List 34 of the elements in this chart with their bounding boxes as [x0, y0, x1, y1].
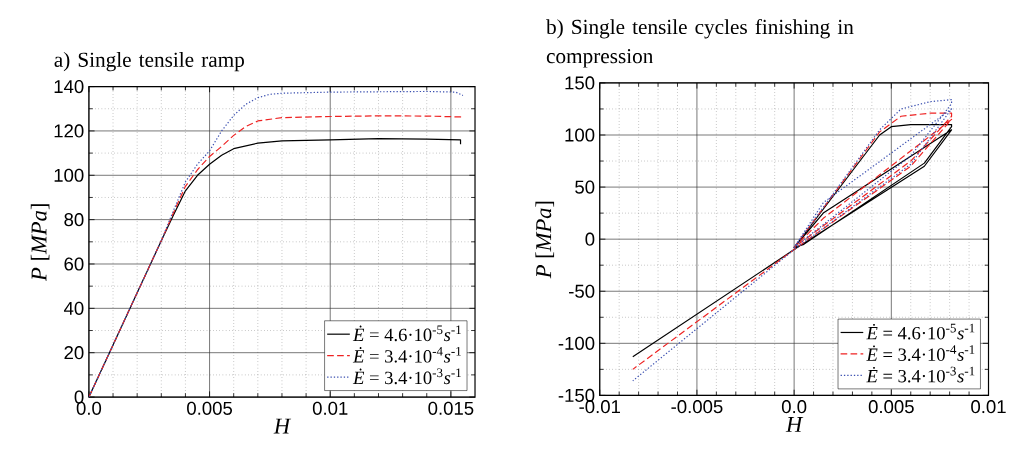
y-tick-label: -150	[558, 388, 595, 403]
x-tick-label: 0.005	[187, 401, 233, 416]
legend-label: Ė = 3.4·10$^{-3}$s$^{-1}$	[352, 368, 461, 385]
x-tick-label: 0.0	[781, 400, 807, 414]
legend-label: Ė = 3.4·10$^{-3}$s$^{-1}$	[866, 366, 975, 383]
legend-label: Ė = 3.4·10$^{-4}$s$^{-1}$	[866, 345, 975, 362]
y-tick-label: 120	[54, 124, 84, 138]
y-tick-label: 40	[63, 301, 84, 316]
y-tick-label: 140	[54, 80, 84, 94]
x-tick-label: -0.01	[579, 400, 620, 414]
chart-title: b) Single tensile cycles finishing in compression	[546, 19, 854, 68]
x-axis-title: H	[785, 417, 804, 432]
y-tick-label: 60	[64, 257, 84, 271]
y-tick-label: 150	[565, 76, 595, 90]
x-tick-label: 0.015	[428, 401, 474, 416]
legend-label: Ė = 3.4·10$^{-4}$s$^{-1}$	[352, 347, 461, 363]
y-tick-label: -50	[569, 284, 595, 298]
y-axis-title: P [MPa]	[535, 201, 555, 279]
x-tick-label: 0.01	[971, 400, 1006, 414]
x-tick-label: 0.005	[868, 400, 914, 414]
y-tick-label: -100	[558, 336, 595, 351]
y-tick-label: 0	[585, 232, 595, 246]
x-tick-label: -0.005	[671, 400, 723, 414]
x-axis-title: H	[273, 418, 292, 434]
y-tick-label: 100	[565, 128, 595, 142]
y-tick-label: 50	[575, 180, 595, 194]
y-axis-title: P [MPa]	[30, 204, 50, 282]
legend-label: Ė = 4.6·10$^{-5}$s$^{-1}$	[866, 323, 975, 340]
x-tick-label: 0.01	[312, 401, 348, 416]
legend-label: Ė = 4.6·10$^{-5}$s$^{-1}$	[352, 325, 461, 342]
y-tick-label: 80	[64, 213, 84, 227]
y-tick-label: 20	[64, 346, 84, 360]
chart-title: a) Single tensile ramp	[54, 52, 244, 72]
y-tick-label: 100	[54, 168, 84, 182]
